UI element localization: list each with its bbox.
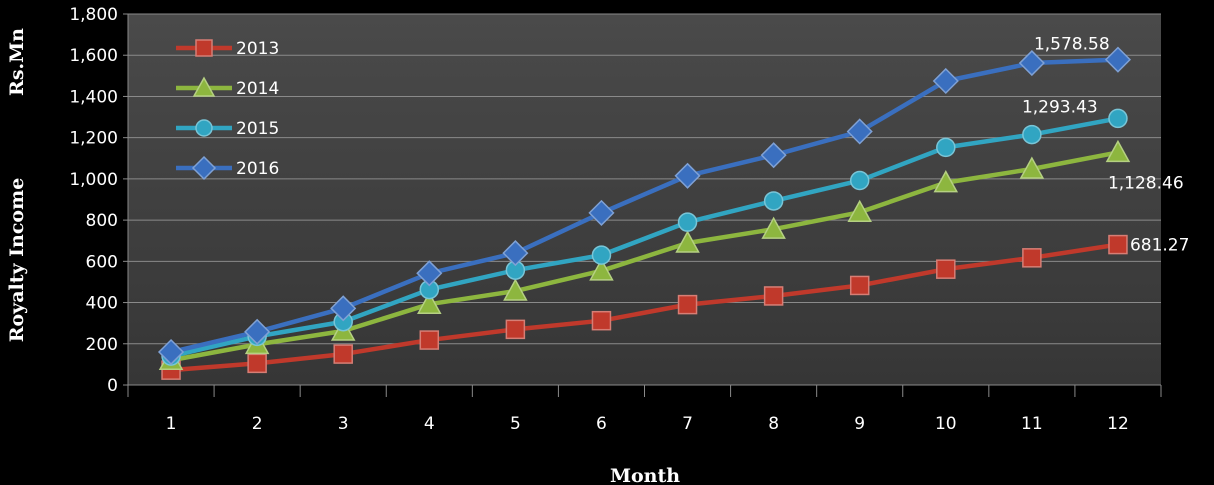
legend-label-2015: 2015 — [236, 119, 279, 139]
data-point-2016 — [244, 318, 271, 345]
data-point-2016 — [932, 67, 959, 95]
data-point-2014 — [761, 216, 786, 239]
data-point-2016 — [416, 260, 443, 287]
data-point-2016 — [157, 338, 185, 366]
series-line-2015 — [168, 116, 1121, 359]
series-markers — [157, 46, 1132, 380]
data-point-2015 — [849, 170, 870, 191]
y-tick-label: 400 — [86, 294, 118, 314]
legend-marker-2013 — [195, 39, 213, 57]
data-point-2015 — [763, 191, 784, 211]
data-point-2013 — [1108, 234, 1128, 255]
data-point-2016 — [1104, 46, 1132, 73]
y-tick-label: 800 — [86, 211, 118, 231]
series-lines — [168, 57, 1121, 373]
x-tick-label: 8 — [768, 414, 779, 434]
legend-marker-2016 — [191, 155, 217, 181]
data-point-2013 — [333, 344, 353, 364]
end-label-2014: 1,128.46 — [1108, 173, 1184, 193]
end-label-2013: 681.27 — [1130, 236, 1189, 256]
legend-marker-2015 — [195, 119, 213, 137]
x-tick-label: 7 — [682, 414, 693, 434]
data-point-2013 — [247, 353, 267, 374]
x-tick-label: 10 — [935, 414, 957, 434]
x-tick-label: 9 — [854, 414, 865, 434]
x-tick-label: 6 — [596, 414, 607, 434]
data-point-2013 — [1022, 248, 1042, 268]
plot-area — [128, 14, 1161, 385]
y-tick-label: 200 — [86, 335, 118, 355]
series-line-2016 — [168, 57, 1121, 355]
end-label-2015: 1,293.43 — [1022, 97, 1098, 117]
y-tick-label: 1,000 — [69, 170, 118, 190]
data-point-2014 — [589, 258, 614, 281]
data-point-2015 — [591, 245, 612, 265]
data-point-2013 — [763, 286, 784, 306]
legend-label-2014: 2014 — [236, 79, 279, 99]
data-point-2015 — [1022, 124, 1042, 145]
data-point-2013 — [591, 310, 612, 331]
y-axis-unit-label: Rs.Mn — [6, 28, 28, 96]
y-tick-label: 1,600 — [69, 46, 118, 66]
y-tick-label: 600 — [86, 252, 118, 272]
data-point-2013 — [419, 330, 440, 350]
x-tick-label: 2 — [252, 414, 263, 434]
data-point-2016 — [674, 162, 701, 189]
data-point-2014 — [503, 278, 528, 301]
data-point-2014 — [1105, 139, 1131, 163]
data-point-2014 — [847, 199, 872, 223]
legend: 2013 2014 2015 2016 — [176, 39, 279, 181]
data-point-2013 — [677, 294, 698, 315]
data-point-2016 — [330, 295, 357, 322]
data-point-2013 — [936, 259, 956, 279]
gridlines — [128, 13, 1161, 345]
data-point-2015 — [936, 137, 956, 158]
x-tick-label: 4 — [424, 414, 435, 434]
data-point-2016 — [846, 118, 873, 145]
x-tick-label: 12 — [1107, 414, 1129, 434]
y-tick-label: 0 — [107, 376, 118, 396]
data-point-2015 — [1108, 108, 1128, 129]
data-point-2013 — [849, 275, 870, 296]
y-axis-title: Royalty Income — [6, 178, 28, 343]
data-point-2014 — [417, 291, 442, 314]
legend-label-2013: 2013 — [236, 39, 279, 59]
y-tick-label: 1,400 — [69, 87, 118, 107]
data-point-2014 — [1019, 156, 1045, 179]
end-data-labels: 681.27 1,128.46 1,293.43 1,578.58 — [1022, 35, 1189, 256]
data-point-2016 — [502, 240, 529, 267]
data-point-2016 — [760, 142, 787, 169]
data-point-2015 — [677, 212, 698, 232]
x-tick-label: 11 — [1021, 414, 1043, 434]
data-point-2016 — [1018, 49, 1045, 77]
data-point-2016 — [588, 199, 615, 226]
end-label-2016: 1,578.58 — [1034, 35, 1110, 55]
y-tick-label: 1,200 — [69, 129, 118, 149]
x-axis-title: Month — [610, 465, 680, 485]
legend-label-2016: 2016 — [236, 159, 279, 179]
data-point-2014 — [933, 170, 959, 193]
series-line-2014 — [168, 150, 1121, 363]
data-point-2014 — [675, 230, 700, 253]
x-tick-label: 1 — [166, 414, 177, 434]
data-point-2013 — [505, 319, 526, 340]
x-tick-label: 3 — [338, 414, 349, 434]
series-line-2013 — [168, 242, 1121, 373]
x-tick-label: 5 — [510, 414, 521, 434]
y-tick-label: 1,800 — [69, 5, 118, 25]
legend-marker-2014 — [192, 76, 216, 97]
